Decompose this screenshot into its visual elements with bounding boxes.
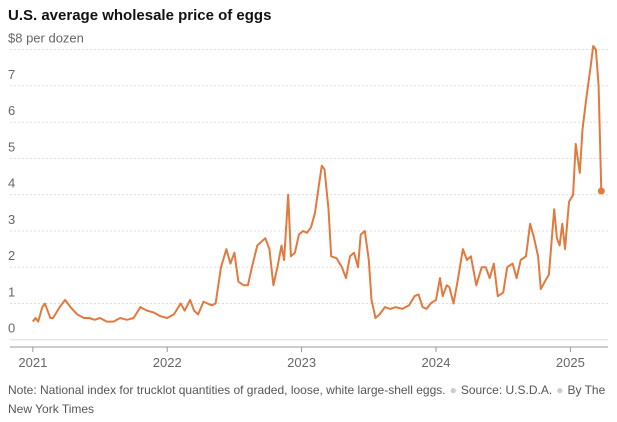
x-tick-label: 2022 — [153, 355, 182, 370]
x-tick-label: 2025 — [556, 355, 585, 370]
end-point — [597, 187, 605, 195]
y-tick-label: 4 — [8, 176, 15, 191]
y-tick-label: 1 — [8, 284, 15, 299]
line — [31, 45, 603, 323]
y-tick-label: 3 — [8, 212, 15, 227]
byline: By The New York Times — [8, 383, 606, 416]
y-tick-label: 2 — [8, 248, 15, 263]
x-tick-label: 2024 — [422, 355, 451, 370]
x-tick-label: 2023 — [287, 355, 316, 370]
chart-title: U.S. average wholesale price of eggs — [8, 7, 271, 24]
y-tick-label: 5 — [8, 139, 15, 154]
y-tick-label: 7 — [8, 67, 15, 82]
y-tick-label: 0 — [8, 321, 15, 336]
x-tick-label: 2021 — [18, 355, 47, 370]
footnote: Note: National index for trucklot quanti… — [8, 383, 606, 416]
y-tick-label: $8 per dozen — [8, 31, 84, 46]
chart: U.S. average wholesale price of eggs 0 1 2… — [8, 7, 608, 370]
y-tick-label: 6 — [8, 103, 15, 118]
source: Source: U.S.D.A. — [460, 383, 553, 397]
note: Note: National index for trucklot quanti… — [8, 383, 446, 397]
